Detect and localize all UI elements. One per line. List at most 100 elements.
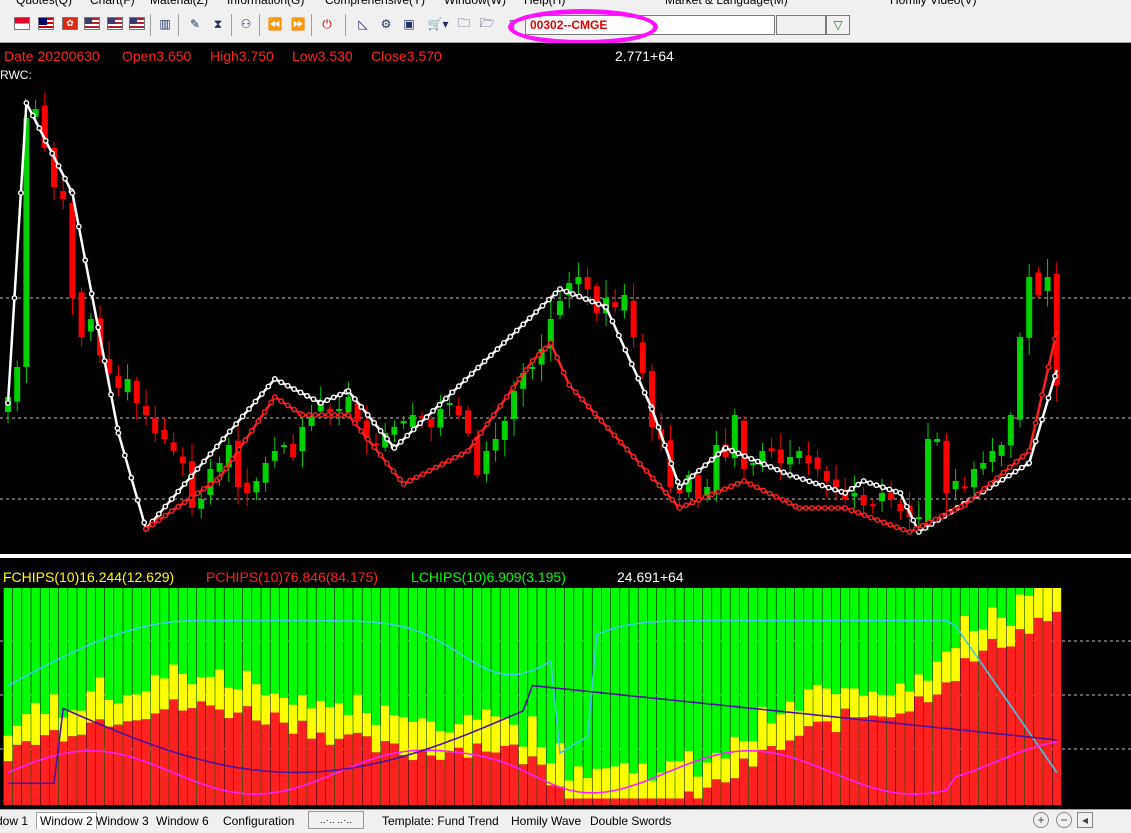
menu-item-3[interactable]: Material(Z): [150, 0, 209, 7]
candle-body: [787, 457, 793, 465]
white-trend-line-marker: [754, 458, 761, 465]
fchips-bar: [1043, 588, 1052, 622]
period-select[interactable]: [776, 15, 826, 35]
rewind-icon[interactable]: ⏪: [267, 17, 283, 31]
folder-open-icon[interactable]: 🗁: [479, 15, 495, 30]
candle-body: [566, 283, 573, 296]
candle-body: [455, 405, 462, 415]
fchips-bar: [150, 674, 160, 714]
white-trend-line-marker: [873, 482, 880, 489]
white-trend-line-marker: [75, 223, 82, 230]
pchips-bar: [150, 713, 160, 805]
info-open: Open3.650: [122, 48, 191, 64]
gear-icon[interactable]: ⚙: [380, 17, 392, 31]
flag-us-icon[interactable]: [129, 17, 145, 30]
tab-scroller[interactable]: ‥·‥ ‥·‥: [308, 811, 364, 829]
red-trend-line-marker: [855, 509, 861, 516]
red-trend-line-marker: [236, 446, 242, 453]
fchips-bar: [491, 716, 500, 753]
white-trend-line-marker: [475, 364, 482, 371]
white-trend-line-marker: [793, 474, 800, 480]
menu-item-5[interactable]: Comprehensive(Y): [325, 0, 426, 7]
white-trend-line-marker: [449, 389, 456, 396]
tab-2[interactable]: Window 2: [36, 812, 97, 829]
white-trend-line-marker: [101, 358, 108, 364]
zoom-out-icon[interactable]: −: [1056, 812, 1072, 828]
template-item-3[interactable]: Double Swords: [590, 814, 672, 828]
fchips-bar: [785, 701, 795, 741]
pchips-bar: [426, 755, 436, 805]
fchips-bar: [813, 684, 822, 722]
white-trend-line-marker: [115, 430, 122, 436]
pchips-bar: [12, 744, 22, 805]
lchips-bar: [702, 588, 712, 805]
white-trend-line-marker: [337, 391, 344, 398]
tab-4[interactable]: Window 6: [156, 814, 209, 828]
window-icon[interactable]: ▣: [403, 17, 415, 31]
fast-forward-icon[interactable]: ⏩: [290, 17, 306, 31]
candle-body: [547, 319, 554, 349]
template-item-1[interactable]: Template: Fund Trend: [382, 814, 499, 828]
flag-us-icon[interactable]: [107, 17, 123, 30]
fchips-bar: [307, 708, 316, 739]
pchips-bar: [445, 752, 454, 805]
cart-icon[interactable]: 🛒▾: [427, 17, 449, 31]
flag-my-icon[interactable]: [38, 17, 54, 30]
chevron-down-icon[interactable]: ▽: [826, 15, 850, 35]
network-icon[interactable]: ⚇: [240, 17, 252, 31]
candle-body: [1026, 277, 1033, 338]
red-trend-line-marker: [822, 505, 828, 511]
red-trend-line-marker: [669, 496, 676, 503]
bar-chart-icon[interactable]: ▥: [159, 17, 171, 31]
menu-item-6[interactable]: Window(W): [444, 0, 506, 7]
candle-body: [161, 429, 168, 439]
white-trend-line-marker: [1045, 394, 1052, 401]
flag-sg-icon[interactable]: [14, 17, 30, 30]
lower-right-value: 24.691+64: [617, 569, 684, 585]
white-trend-line-marker: [239, 413, 246, 420]
tab-1[interactable]: dow 1: [0, 814, 29, 828]
chart-icon[interactable]: ◺: [358, 17, 368, 31]
flag-hk-icon[interactable]: ✿: [62, 17, 78, 30]
folder-icon[interactable]: 🗀: [457, 15, 470, 30]
pchips-bar: [721, 782, 730, 805]
red-trend-line-marker: [747, 481, 754, 488]
pchips-bar: [601, 798, 611, 805]
candle-body: [971, 469, 977, 488]
menu-item-2[interactable]: Chart(F): [90, 0, 135, 7]
pchips-bar: [482, 751, 491, 805]
pchips-bar: [739, 758, 749, 805]
lchips-bar: [583, 588, 592, 805]
candle-body: [483, 451, 490, 474]
scroll-left-icon[interactable]: ◂: [1077, 812, 1093, 828]
zoom-in-icon[interactable]: +: [1033, 812, 1049, 828]
menu-item-1[interactable]: Quotes(Q): [16, 0, 73, 7]
lchips-bar: [785, 588, 795, 805]
menu-item-7[interactable]: Help(H): [524, 0, 566, 7]
hourglass-icon[interactable]: ⧗: [213, 16, 223, 31]
menu-item-8[interactable]: Market & Language(M): [665, 0, 788, 7]
menu-item-9[interactable]: Homily Video(V): [890, 0, 977, 7]
template-item-2[interactable]: Homily Wave: [511, 814, 582, 828]
pchips-bar: [22, 741, 31, 805]
candle-body: [179, 456, 186, 463]
tab-5[interactable]: Configuration: [223, 814, 295, 828]
edit-icon[interactable]: ✎: [189, 17, 201, 31]
pchips-bar: [647, 798, 657, 805]
menu-item-4[interactable]: Information(G): [227, 0, 305, 7]
chart-area[interactable]: Date 20200630 Open3.650 High3.750 Low3.5…: [0, 43, 1131, 809]
red-trend-line-marker: [728, 483, 735, 490]
white-trend-line-marker: [95, 324, 102, 331]
flag-us-icon[interactable]: [84, 17, 100, 30]
pchips-bar: [178, 710, 188, 805]
fchips-bar: [380, 705, 390, 742]
fchips-bar: [196, 677, 206, 702]
tab-3[interactable]: Window 3: [96, 814, 149, 828]
power-icon[interactable]: ⏻: [322, 16, 332, 31]
white-trend-line-marker: [371, 420, 378, 426]
fchips-bar: [767, 723, 776, 747]
candle-body: [106, 358, 113, 373]
red-trend-line-marker: [223, 465, 229, 472]
candle-body: [23, 118, 30, 367]
white-trend-line-marker: [774, 466, 781, 473]
